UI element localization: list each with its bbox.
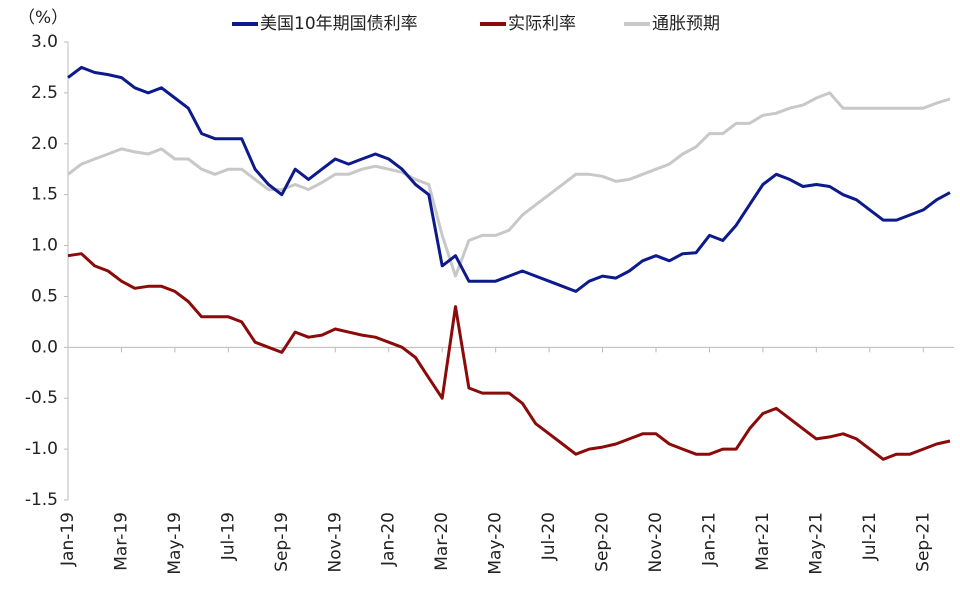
series-line: [67, 91, 951, 278]
x-tick-label: Nov-20: [646, 512, 666, 573]
x-tick-label: Jan-21: [699, 512, 719, 567]
x-tick-label: Jul-20: [539, 512, 559, 561]
y-tick-label: 0.0: [31, 337, 58, 357]
series-line: [67, 252, 951, 461]
y-tick-label: -1.5: [25, 490, 58, 510]
y-tick-label: 1.0: [31, 236, 58, 256]
series-line: [67, 65, 951, 293]
x-tick-label: Mar-20: [432, 512, 452, 571]
y-tick-label: 1.5: [31, 185, 58, 205]
x-tick-label: May-21: [806, 512, 826, 575]
y-tick-label: 0.5: [31, 286, 58, 306]
legend-label: 通胀预期: [652, 14, 720, 34]
y-tick-label: -1.0: [25, 439, 58, 459]
x-tick-label: Nov-19: [325, 512, 345, 573]
legend: 美国10年期国债利率 实际利率 通胀预期: [232, 14, 720, 34]
x-tick-label: Mar-19: [111, 512, 131, 571]
legend-label: 美国10年期国债利率: [260, 14, 418, 34]
x-tick-label: Sep-20: [593, 512, 613, 572]
x-tick-label: Sep-19: [272, 512, 292, 572]
x-tick-label: May-20: [486, 512, 506, 575]
x-tick-label: Sep-21: [913, 512, 933, 572]
x-tick-label: Jul-19: [218, 512, 238, 561]
x-tick-label: Jul-21: [860, 512, 880, 561]
legend-label: 实际利率: [508, 14, 576, 34]
y-tick-label: -0.5: [25, 388, 58, 408]
x-tick-label: Jan-20: [379, 512, 399, 567]
y-tick-label: 2.0: [31, 134, 58, 154]
y-unit: （%）: [18, 8, 68, 28]
y-tick-label: 2.5: [31, 83, 58, 103]
x-tick-label: May-19: [165, 512, 185, 575]
x-tick-label: Mar-21: [753, 512, 773, 571]
y-tick-label: 3.0: [31, 32, 58, 52]
x-tick-label: Jan-19: [58, 512, 78, 567]
